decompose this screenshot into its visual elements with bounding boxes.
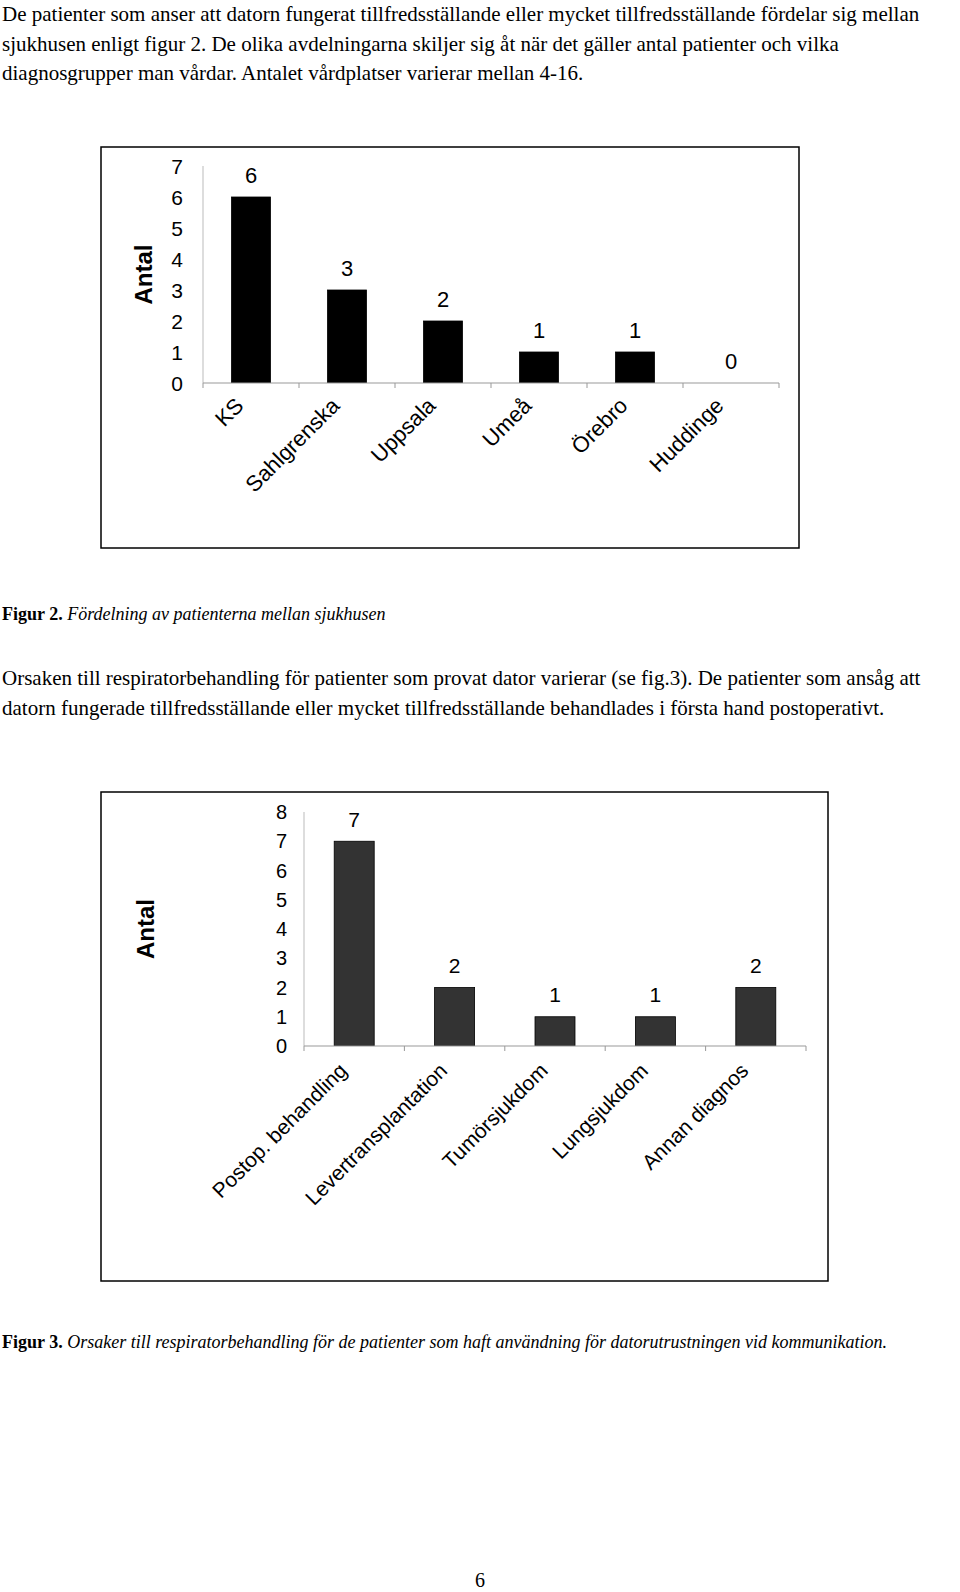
y-tick-label: 1 — [276, 1006, 287, 1028]
y-axis-title: Antal — [130, 245, 157, 305]
y-tick-label: 2 — [276, 977, 287, 999]
caption-text: Orsaker till respiratorbehandling för de… — [67, 1332, 887, 1352]
x-tick-label: Sahlgrenska — [240, 392, 345, 497]
chart: 0 1 2 3 4 5 6 7 Antal 6 3 2 1 1 0 KSSahlgrenska Uppsala U… — [101, 147, 799, 548]
bar — [435, 988, 475, 1047]
figure-caption: Figur 3. Orsaker till respiratorbehandli… — [2, 1330, 947, 1354]
x-tick-label: KS — [210, 393, 248, 431]
y-axis — [203, 166, 204, 383]
bar — [520, 352, 559, 383]
x-tick — [779, 383, 780, 388]
y-tick-label: 5 — [276, 889, 287, 911]
bar — [334, 841, 374, 1046]
x-tick — [683, 383, 684, 388]
y-tick-label: 4 — [276, 918, 287, 940]
data-label: 6 — [245, 163, 257, 188]
chart-frame — [101, 792, 828, 1281]
y-tick-label: 1 — [171, 341, 183, 364]
y-tick-label: 6 — [171, 186, 183, 209]
x-tick-label: Annan diagnos — [637, 1059, 752, 1174]
chart: 012345678Antal72112Postop. behandlingLev… — [101, 792, 828, 1281]
x-tick-label: Huddinge — [644, 393, 728, 477]
figure-caption: Figur 2. Fördelning av patienterna mella… — [2, 602, 947, 626]
paragraph: De patienter som anser att datorn funger… — [2, 0, 952, 89]
bar — [616, 352, 655, 383]
x-tick-label: Lungsjukdom — [548, 1059, 653, 1164]
x-tick — [504, 1046, 505, 1051]
x-tick-label: Levertransplantation — [301, 1059, 452, 1210]
charts: 0 1 2 3 4 5 6 7 Antal 6 3 2 1 1 0 KSSahlgrenska Uppsala U… — [0, 0, 960, 1592]
y-tick-label: 3 — [171, 279, 183, 302]
x-axis — [304, 1046, 806, 1047]
bar — [424, 321, 463, 383]
x-tick-label: Tumörsjukdom — [438, 1059, 552, 1173]
x-tick — [605, 1046, 606, 1051]
x-tick-label: Umeå — [477, 392, 537, 452]
data-label: 7 — [348, 808, 360, 831]
bars — [232, 197, 655, 383]
paragraph: Orsaken till respiratorbehandling för pa… — [2, 664, 952, 723]
x-tick-label: Örebro — [566, 393, 632, 459]
bars — [334, 841, 776, 1046]
data-label: 2 — [750, 954, 762, 977]
x-tick — [203, 383, 204, 388]
bar — [535, 1017, 575, 1046]
x-tick — [404, 1046, 405, 1051]
x-tick — [299, 383, 300, 388]
caption-label: Figur 2. — [2, 604, 63, 624]
bar — [736, 988, 776, 1047]
caption-text: Fördelning av patienterna mellan sjukhus… — [67, 604, 385, 624]
x-tick — [705, 1046, 706, 1051]
data-label: 2 — [437, 287, 449, 312]
y-axis-title: Antal — [132, 899, 159, 959]
y-tick-label: 0 — [276, 1035, 287, 1057]
data-label: 1 — [533, 318, 545, 343]
bar — [635, 1017, 675, 1046]
y-tick-label: 3 — [276, 947, 287, 969]
bar — [328, 290, 367, 383]
y-tick-label: 2 — [171, 310, 183, 333]
y-axis — [304, 812, 305, 1046]
x-tick — [587, 383, 588, 388]
page-number: 6 — [0, 1566, 960, 1592]
y-tick-label: 6 — [276, 860, 287, 882]
data-label: 2 — [449, 954, 461, 977]
y-tick-label: 7 — [171, 155, 183, 178]
y-tick-label: 5 — [171, 217, 183, 240]
data-label: 1 — [650, 983, 662, 1006]
bar — [232, 197, 271, 383]
x-tick — [491, 383, 492, 388]
caption-label: Figur 3. — [2, 1332, 63, 1352]
x-tick — [395, 383, 396, 388]
data-label: 0 — [725, 349, 737, 374]
y-tick-label: 0 — [171, 372, 183, 395]
data-label: 1 — [549, 983, 561, 1006]
x-tick-label: Uppsala — [366, 392, 441, 467]
y-tick-label: 8 — [276, 801, 287, 823]
y-tick-label: 7 — [276, 830, 287, 852]
data-label: 1 — [629, 318, 641, 343]
x-tick — [806, 1046, 807, 1051]
chart-frame — [101, 147, 799, 548]
data-label: 3 — [341, 256, 353, 281]
x-tick — [304, 1046, 305, 1051]
y-tick-label: 4 — [171, 248, 183, 271]
